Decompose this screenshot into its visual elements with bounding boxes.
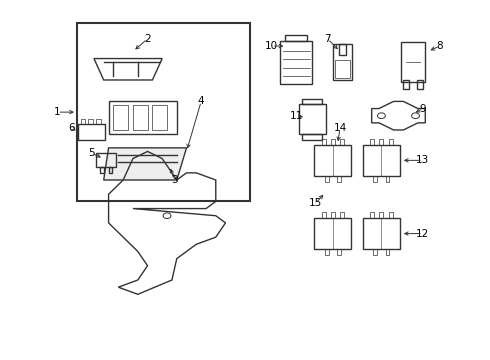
Text: 14: 14 xyxy=(333,123,346,133)
Bar xyxy=(370,212,374,219)
Text: 15: 15 xyxy=(309,198,322,208)
Bar xyxy=(88,120,93,124)
Bar xyxy=(133,105,147,130)
Text: 4: 4 xyxy=(198,96,204,107)
Bar xyxy=(331,139,335,145)
Bar xyxy=(77,23,250,202)
Text: 11: 11 xyxy=(290,111,303,121)
Text: 12: 12 xyxy=(416,229,429,239)
Bar xyxy=(321,212,325,219)
Text: 10: 10 xyxy=(265,41,278,51)
Bar xyxy=(333,44,352,80)
Bar xyxy=(152,105,167,130)
Bar xyxy=(78,124,105,140)
Text: 3: 3 xyxy=(171,175,178,185)
Bar xyxy=(80,120,85,124)
Bar xyxy=(370,139,374,145)
Text: 9: 9 xyxy=(419,104,426,113)
Bar xyxy=(335,60,350,78)
Bar xyxy=(401,42,425,82)
Bar xyxy=(363,219,400,249)
Polygon shape xyxy=(104,148,187,180)
Bar xyxy=(389,212,392,219)
Bar xyxy=(315,219,351,249)
Bar xyxy=(386,176,390,182)
Bar xyxy=(389,139,392,145)
Bar xyxy=(337,249,341,255)
Bar xyxy=(302,134,322,140)
Bar xyxy=(325,176,329,182)
Bar xyxy=(97,153,116,167)
Bar xyxy=(337,176,341,182)
Bar xyxy=(302,99,322,104)
Bar xyxy=(96,120,101,124)
Bar xyxy=(299,104,326,134)
Bar xyxy=(340,212,344,219)
Bar xyxy=(100,167,104,173)
Text: 13: 13 xyxy=(416,156,429,165)
Bar xyxy=(321,139,325,145)
Bar xyxy=(280,41,312,84)
Text: 1: 1 xyxy=(54,107,61,117)
Text: 7: 7 xyxy=(324,34,331,44)
Text: 8: 8 xyxy=(437,41,443,51)
Text: 5: 5 xyxy=(88,148,95,158)
Text: 2: 2 xyxy=(144,34,151,44)
Bar xyxy=(403,80,409,89)
Text: 6: 6 xyxy=(69,123,75,133)
Bar xyxy=(379,212,383,219)
Bar xyxy=(373,176,377,182)
Bar xyxy=(417,80,423,89)
Bar xyxy=(285,35,307,41)
Bar xyxy=(373,249,377,255)
Bar xyxy=(363,145,400,176)
Bar xyxy=(331,212,335,219)
Bar xyxy=(379,139,383,145)
Bar xyxy=(109,102,177,134)
Bar xyxy=(325,249,329,255)
Bar xyxy=(340,139,344,145)
Bar xyxy=(339,44,346,55)
Bar xyxy=(114,105,128,130)
Bar xyxy=(315,145,351,176)
Bar xyxy=(109,167,112,173)
Bar xyxy=(386,249,390,255)
